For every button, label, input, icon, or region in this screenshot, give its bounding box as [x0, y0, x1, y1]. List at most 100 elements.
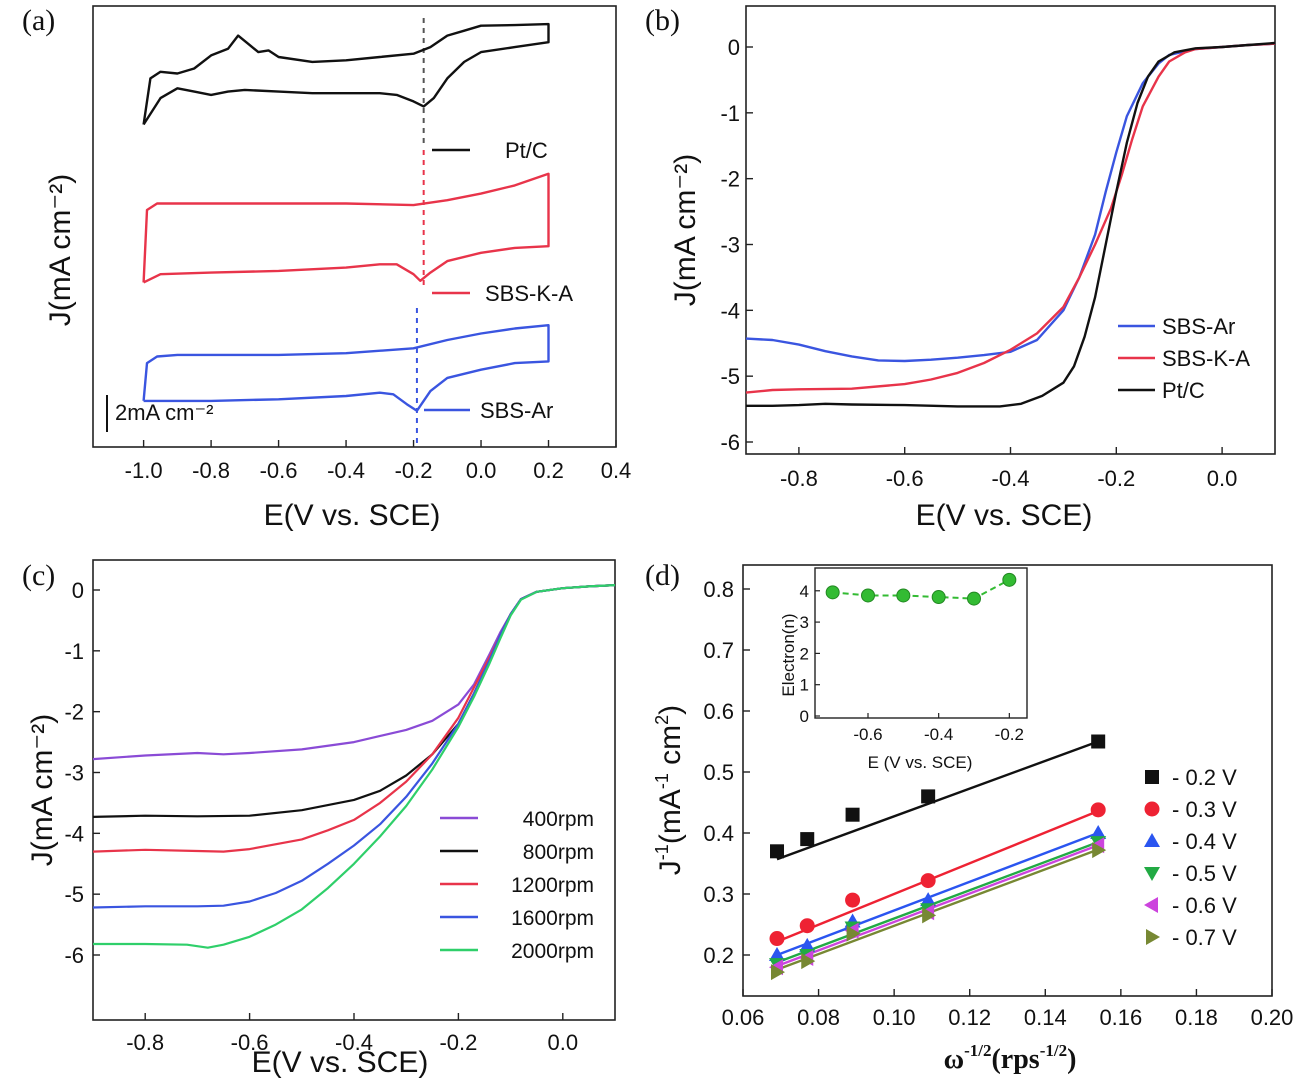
inset-x-tick-label: -0.2 [995, 725, 1024, 744]
panel-b-label: (b) [645, 4, 680, 37]
data-point-triangle-right [922, 907, 937, 924]
inset-y-tick-label: 0 [800, 707, 809, 726]
x-tick-label: -0.8 [780, 466, 818, 491]
data-point-square [770, 844, 785, 859]
fit-line [776, 848, 1099, 971]
panel-d-points [769, 734, 1107, 981]
data-point-triangle-right [1146, 929, 1160, 945]
panel-a: (a) -1.0 -0.8 -0.6 -0.4 -0.2 0.0 0.2 0.4 Pt/C SB… [22, 4, 631, 532]
y-tick-label: -6 [720, 430, 740, 455]
data-point-square [800, 832, 815, 847]
data-point-triangle-right [801, 953, 816, 970]
x-tick-label: -0.8 [126, 1030, 164, 1055]
x-tick-label: 0.2 [533, 458, 564, 483]
panel-d: (d) 0.06 0.08 0.10 0.12 0.14 0.16 0.18 0.200.20… [645, 559, 1293, 1075]
cv-curve-SBS-K-A [142, 172, 550, 284]
panel-b: (b) -0.8 -0.6 -0.4 -0.2 0.0 0 -1 -2 -3 -4 -5 -6 SBS… [645, 4, 1276, 532]
rpm-curve-2000rpm [93, 584, 616, 949]
inset-y-tick-label: 2 [800, 644, 809, 663]
inset-point [1002, 572, 1017, 587]
fit-line [776, 831, 1099, 957]
x-tick-label: -0.8 [192, 458, 230, 483]
x-tick-label: 0.20 [1251, 1005, 1294, 1030]
y-tick-label: -2 [64, 700, 84, 725]
y-tick-label: 0 [72, 578, 84, 603]
y-tick-label: 0.6 [703, 699, 734, 724]
x-tick-label: 0.18 [1175, 1005, 1218, 1030]
legend-label: - 0.4 V [1172, 829, 1237, 854]
panel-c-label: (c) [22, 559, 55, 592]
data-point-square [1091, 734, 1106, 749]
panel-a-peak-markers [415, 18, 425, 445]
panel-c-ylabel: J(mA cm⁻²) [26, 714, 59, 866]
x-tick-label: 0.4 [601, 458, 632, 483]
y-tick-label: -2 [720, 167, 740, 192]
x-tick-label: -0.2 [395, 458, 433, 483]
panel-d-fit-lines [776, 740, 1099, 971]
panel-c: (c) -0.8 -0.6 -0.4 -0.2 0.0 0 -1 -2 -3 -4 -5 -6 400… [22, 559, 616, 1079]
inset-chart: -0.6 -0.4 -0.2 0 1 2 3 4 [800, 572, 1024, 744]
x-tick-label: -0.6 [231, 1030, 269, 1055]
y-tick-label: -5 [720, 364, 740, 389]
inset-point [861, 588, 875, 603]
x-tick-label: 0.08 [797, 1005, 840, 1030]
legend-label: 400rpm [523, 808, 594, 831]
panel-d-legend: - 0.2 V - 0.3 V - 0.4 V - 0.5 V - 0.6 V - 0.7… [1144, 765, 1237, 950]
y-tick-label: 0 [728, 35, 740, 60]
y-tick-label: -6 [64, 943, 84, 968]
data-point-circle [799, 918, 815, 934]
x-tick-label: -1.0 [125, 458, 163, 483]
x-tick-label: -0.4 [335, 1030, 373, 1055]
x-tick-label: -0.6 [260, 458, 298, 483]
y-tick-label: -3 [64, 761, 84, 786]
panel-c-xlabel: E(V vs. SCE) [252, 1046, 429, 1079]
ldv-curve-Pt/C [746, 41, 1276, 408]
legend-label: Pt/C [1162, 378, 1205, 403]
x-tick-label: 0.12 [948, 1005, 991, 1030]
y-tick-label: 0.8 [703, 577, 734, 602]
x-tick-label: 0.06 [722, 1005, 765, 1030]
y-tick-label: 0.2 [703, 943, 734, 968]
inset-ylabel: Electron(n) [779, 613, 798, 696]
x-tick-label: 0.0 [466, 458, 497, 483]
x-tick-label: 0.0 [1207, 466, 1238, 491]
inset-x-tick-label: -0.4 [924, 725, 953, 744]
panel-a-x-ticks: -1.0 -0.8 -0.6 -0.4 -0.2 0.0 0.2 0.4 [125, 440, 632, 483]
cv-curve-SBS-Ar [142, 324, 550, 412]
panel-a-xlabel: E(V vs. SCE) [264, 499, 441, 532]
x-tick-label: 0.16 [1099, 1005, 1142, 1030]
y-tick-label: 0.7 [703, 638, 734, 663]
data-point-triangle-up [769, 947, 786, 961]
panel-d-ticks: 0.06 0.08 0.10 0.12 0.14 0.16 0.18 0.20 0.2 0.3 0.… [703, 577, 1293, 1030]
data-point-square [1145, 770, 1159, 784]
y-tick-label: -5 [64, 882, 84, 907]
panel-a-scale-bar-label: 2mA cm⁻² [115, 400, 213, 425]
fit-line [776, 809, 1099, 943]
y-tick-label: -4 [64, 821, 84, 846]
panel-b-ylabel: J(mA cm⁻²) [669, 154, 702, 306]
x-tick-label: -0.2 [1097, 466, 1135, 491]
data-point-circle [920, 873, 936, 889]
legend-label: - 0.3 V [1172, 797, 1237, 822]
legend-label: - 0.5 V [1172, 861, 1237, 886]
panel-c-curves [92, 584, 616, 949]
legend-label: - 0.6 V [1172, 893, 1237, 918]
panel-d-frame [742, 564, 1273, 997]
panel-c-legend: 400rpm 800rpm 1200rpm 1600rpm 2000rpm [440, 808, 594, 963]
series-label: Pt/C [505, 138, 548, 163]
y-tick-label: 0.5 [703, 760, 734, 785]
legend-label: 1600rpm [511, 907, 594, 930]
x-tick-label: 0.0 [548, 1030, 579, 1055]
inset-point [931, 590, 946, 605]
data-point-triangle-up [1144, 833, 1160, 847]
x-tick-label: -0.4 [992, 466, 1030, 491]
legend-label: SBS-Ar [1162, 314, 1235, 339]
rpm-curve-400rpm [92, 584, 616, 761]
fit-line [776, 740, 1099, 861]
data-point-circle [1144, 801, 1160, 817]
inset-xlabel: E (V vs. SCE) [868, 753, 973, 772]
data-point-triangle-left [1144, 897, 1158, 913]
panel-d-ylabel: J-1(mA-1 cm2) [652, 705, 687, 875]
inset-frame [814, 567, 1028, 719]
